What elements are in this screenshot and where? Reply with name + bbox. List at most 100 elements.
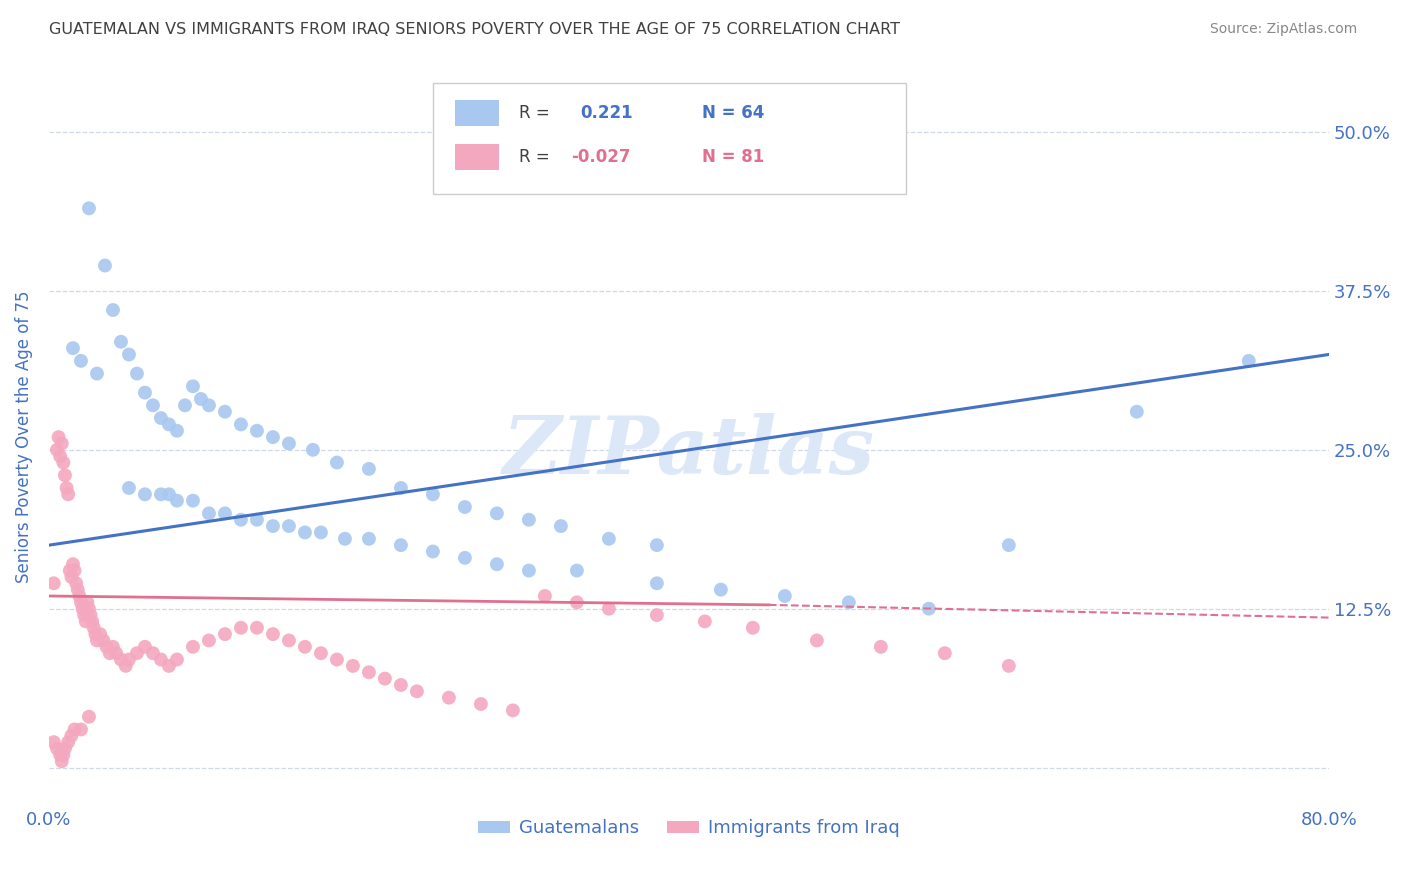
Point	[86, 633, 108, 648]
Point	[294, 640, 316, 654]
Point	[77, 710, 100, 724]
Point	[62, 558, 84, 572]
Point	[645, 538, 668, 552]
Point	[773, 589, 796, 603]
FancyBboxPatch shape	[454, 145, 499, 169]
Point	[49, 747, 72, 762]
Point	[357, 462, 380, 476]
Point	[63, 723, 86, 737]
Point	[76, 595, 98, 609]
Point	[422, 544, 444, 558]
Text: R =: R =	[519, 103, 554, 121]
Point	[55, 481, 77, 495]
Point	[198, 507, 221, 521]
Point	[998, 659, 1021, 673]
Point	[485, 507, 508, 521]
Point	[70, 723, 93, 737]
Point	[65, 576, 87, 591]
Point	[166, 493, 188, 508]
Point	[98, 646, 121, 660]
Point	[114, 659, 136, 673]
Point	[93, 633, 115, 648]
Point	[806, 633, 828, 648]
Point	[454, 500, 477, 514]
Point	[60, 570, 83, 584]
Point	[118, 347, 141, 361]
Point	[342, 659, 364, 673]
Point	[70, 354, 93, 368]
Point	[142, 646, 165, 660]
Point	[62, 341, 84, 355]
Point	[52, 747, 75, 762]
Point	[357, 532, 380, 546]
Point	[42, 576, 65, 591]
Text: Source: ZipAtlas.com: Source: ZipAtlas.com	[1209, 22, 1357, 37]
Point	[46, 741, 69, 756]
Point	[198, 633, 221, 648]
Point	[75, 615, 97, 629]
Point	[214, 627, 236, 641]
Point	[134, 487, 156, 501]
Point	[1126, 405, 1149, 419]
Point	[262, 430, 284, 444]
Point	[149, 411, 172, 425]
Point	[229, 513, 252, 527]
Point	[262, 519, 284, 533]
Point	[48, 430, 70, 444]
Point	[838, 595, 860, 609]
Point	[96, 640, 118, 654]
Point	[42, 735, 65, 749]
Point	[105, 646, 128, 660]
Point	[389, 678, 412, 692]
Point	[998, 538, 1021, 552]
Point	[46, 442, 69, 457]
Point	[869, 640, 891, 654]
Point	[645, 576, 668, 591]
Point	[454, 550, 477, 565]
Point	[326, 652, 349, 666]
Point	[89, 627, 111, 641]
Point	[326, 456, 349, 470]
Point	[134, 640, 156, 654]
Point	[246, 621, 269, 635]
Point	[406, 684, 429, 698]
Point	[246, 513, 269, 527]
Point	[229, 621, 252, 635]
Text: GUATEMALAN VS IMMIGRANTS FROM IRAQ SENIORS POVERTY OVER THE AGE OF 75 CORRELATIO: GUATEMALAN VS IMMIGRANTS FROM IRAQ SENIO…	[49, 22, 900, 37]
Point	[693, 615, 716, 629]
Point	[73, 608, 96, 623]
Point	[166, 652, 188, 666]
Point	[86, 367, 108, 381]
Point	[741, 621, 763, 635]
Point	[142, 398, 165, 412]
Point	[181, 640, 204, 654]
Point	[101, 640, 124, 654]
Point	[309, 646, 332, 660]
Point	[645, 608, 668, 623]
Point	[333, 532, 356, 546]
Point	[302, 442, 325, 457]
Point	[278, 633, 301, 648]
Point	[49, 449, 72, 463]
Point	[125, 367, 148, 381]
Point	[422, 487, 444, 501]
Text: N = 81: N = 81	[702, 148, 763, 166]
Point	[157, 659, 180, 673]
Point	[82, 615, 104, 629]
Point	[110, 652, 132, 666]
Point	[77, 202, 100, 216]
Point	[598, 532, 620, 546]
Point	[134, 385, 156, 400]
Point	[214, 405, 236, 419]
Point	[79, 608, 101, 623]
Point	[1237, 354, 1260, 368]
Point	[118, 652, 141, 666]
Point	[166, 424, 188, 438]
Point	[389, 538, 412, 552]
Point	[52, 456, 75, 470]
Point	[77, 601, 100, 615]
Point	[374, 672, 396, 686]
Point	[56, 735, 79, 749]
Point	[53, 741, 76, 756]
Point	[59, 564, 82, 578]
